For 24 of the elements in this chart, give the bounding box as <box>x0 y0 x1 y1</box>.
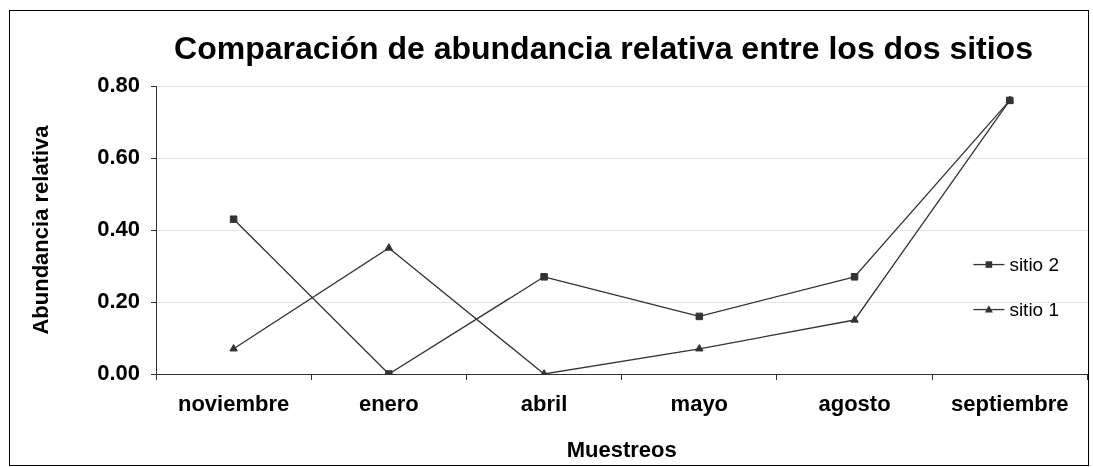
y-tick-label: 0.80 <box>97 72 140 98</box>
point <box>850 315 859 323</box>
x-tick-label: agosto <box>818 391 891 417</box>
legend-label: sitio 2 <box>1009 253 1060 275</box>
point <box>540 273 548 281</box>
y-tick-label: 0.00 <box>97 360 140 386</box>
x-axis-title: Muestreos <box>566 436 677 462</box>
y-tick-label: 0.40 <box>97 216 140 242</box>
chart-title: Comparación de abundancia relativa entre los dos sitios <box>174 29 1033 66</box>
point <box>695 312 704 321</box>
point <box>384 243 394 251</box>
point <box>229 344 238 352</box>
y-axis-title: Abundancia relativa <box>28 124 54 335</box>
y-tick-label: 0.60 <box>97 144 140 170</box>
point <box>695 344 704 352</box>
x-tick-label: mayo <box>670 391 729 417</box>
y-tick-label: 0.20 <box>97 288 140 314</box>
x-tick-label: enero <box>358 391 419 417</box>
x-tick-label: abril <box>520 391 568 417</box>
point <box>229 215 238 223</box>
x-tick-label: noviembre <box>177 391 290 417</box>
x-tick-label: septiembre <box>951 391 1069 417</box>
point <box>850 273 859 281</box>
legend-label: sitio 1 <box>1009 298 1060 320</box>
